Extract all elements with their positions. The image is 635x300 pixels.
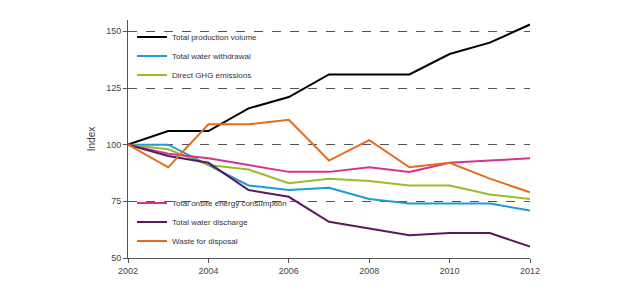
svg-text:2012: 2012 (520, 266, 540, 276)
svg-text:2002: 2002 (118, 266, 138, 276)
svg-text:150: 150 (106, 26, 121, 36)
svg-text:50: 50 (111, 253, 121, 263)
svg-text:Total water withdrawal: Total water withdrawal (172, 52, 251, 61)
svg-text:Waste for disposal: Waste for disposal (172, 237, 238, 246)
svg-text:2004: 2004 (198, 266, 218, 276)
svg-text:Direct GHG emissions: Direct GHG emissions (172, 71, 251, 80)
svg-text:Total onsite energy consumptio: Total onsite energy consumption (172, 199, 287, 208)
svg-text:75: 75 (111, 196, 121, 206)
svg-text:2006: 2006 (279, 266, 299, 276)
svg-text:Total water discharge: Total water discharge (172, 218, 248, 227)
svg-text:125: 125 (106, 83, 121, 93)
svg-text:100: 100 (106, 140, 121, 150)
svg-text:Total production volume: Total production volume (172, 33, 257, 42)
svg-text:2008: 2008 (359, 266, 379, 276)
svg-text:Index: Index (86, 127, 97, 151)
svg-text:2010: 2010 (440, 266, 460, 276)
